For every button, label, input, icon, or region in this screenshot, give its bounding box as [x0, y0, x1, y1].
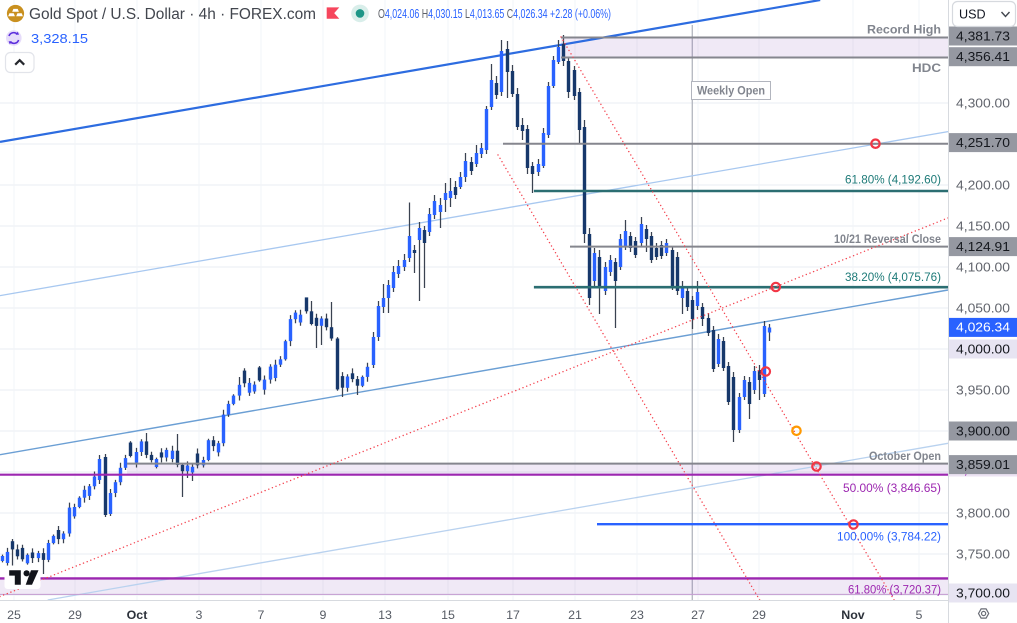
svg-text:3: 3	[196, 608, 203, 622]
svg-text:Oct: Oct	[127, 608, 148, 622]
svg-text:50.00% (3,846.65): 50.00% (3,846.65)	[843, 481, 941, 495]
svg-text:4,000.00: 4,000.00	[956, 342, 1010, 356]
svg-text:HDC: HDC	[912, 61, 941, 75]
svg-text:17: 17	[506, 608, 520, 622]
svg-text:4,100.00: 4,100.00	[956, 260, 1010, 274]
svg-text:Nov: Nov	[841, 608, 865, 622]
svg-text:3,700.00: 3,700.00	[956, 586, 1010, 600]
svg-text:100.00% (3,784.22): 100.00% (3,784.22)	[837, 530, 941, 544]
svg-text:23: 23	[630, 608, 644, 622]
svg-text:4,300.00: 4,300.00	[956, 96, 1010, 110]
svg-text:3,859.01: 3,859.01	[956, 458, 1010, 472]
svg-text:3,900.00: 3,900.00	[956, 424, 1010, 438]
svg-text:13: 13	[378, 608, 392, 622]
svg-text:10/21 Reversal Close: 10/21 Reversal Close	[834, 232, 941, 246]
svg-text:27: 27	[691, 608, 705, 622]
svg-text:29: 29	[752, 608, 766, 622]
svg-text:5: 5	[916, 608, 923, 622]
svg-text:3,950.00: 3,950.00	[956, 383, 1010, 397]
svg-text:9: 9	[320, 608, 327, 622]
svg-text:Gold Spot / U.S. Dollar · 4h ·: Gold Spot / U.S. Dollar · 4h · FOREX.com	[29, 6, 316, 23]
svg-text:4,026.34: 4,026.34	[956, 321, 1010, 335]
svg-text:Weekly Open: Weekly Open	[697, 84, 765, 98]
svg-text:4,124.91: 4,124.91	[956, 240, 1010, 254]
svg-text:USD: USD	[959, 8, 986, 22]
svg-text:4,200.00: 4,200.00	[956, 178, 1010, 192]
svg-text:4,150.00: 4,150.00	[956, 219, 1010, 233]
svg-text:61.80% (4,192.60): 61.80% (4,192.60)	[845, 173, 941, 187]
svg-text:O4,024.06 H4,030.15 L4,013.65: O4,024.06 H4,030.15 L4,013.65 C4,026.34 …	[378, 6, 611, 21]
svg-text:3,328.15: 3,328.15	[31, 31, 88, 46]
svg-text:3,800.00: 3,800.00	[956, 506, 1010, 520]
svg-text:4,381.73: 4,381.73	[956, 29, 1010, 43]
svg-text:4,356.41: 4,356.41	[956, 50, 1010, 64]
svg-text:21: 21	[568, 608, 582, 622]
svg-text:25: 25	[7, 608, 21, 622]
svg-text:61.80% (3,720.37): 61.80% (3,720.37)	[848, 583, 941, 597]
svg-text:38.20% (4,075.76): 38.20% (4,075.76)	[845, 270, 941, 284]
svg-text:15: 15	[441, 608, 455, 622]
svg-text:4,050.00: 4,050.00	[956, 301, 1010, 315]
svg-text:Record High: Record High	[867, 23, 941, 37]
svg-text:4,251.70: 4,251.70	[956, 136, 1010, 150]
svg-text:3,750.00: 3,750.00	[956, 547, 1010, 561]
svg-text:29: 29	[68, 608, 82, 622]
svg-text:October Open: October Open	[869, 449, 941, 463]
svg-text:7: 7	[258, 608, 265, 622]
